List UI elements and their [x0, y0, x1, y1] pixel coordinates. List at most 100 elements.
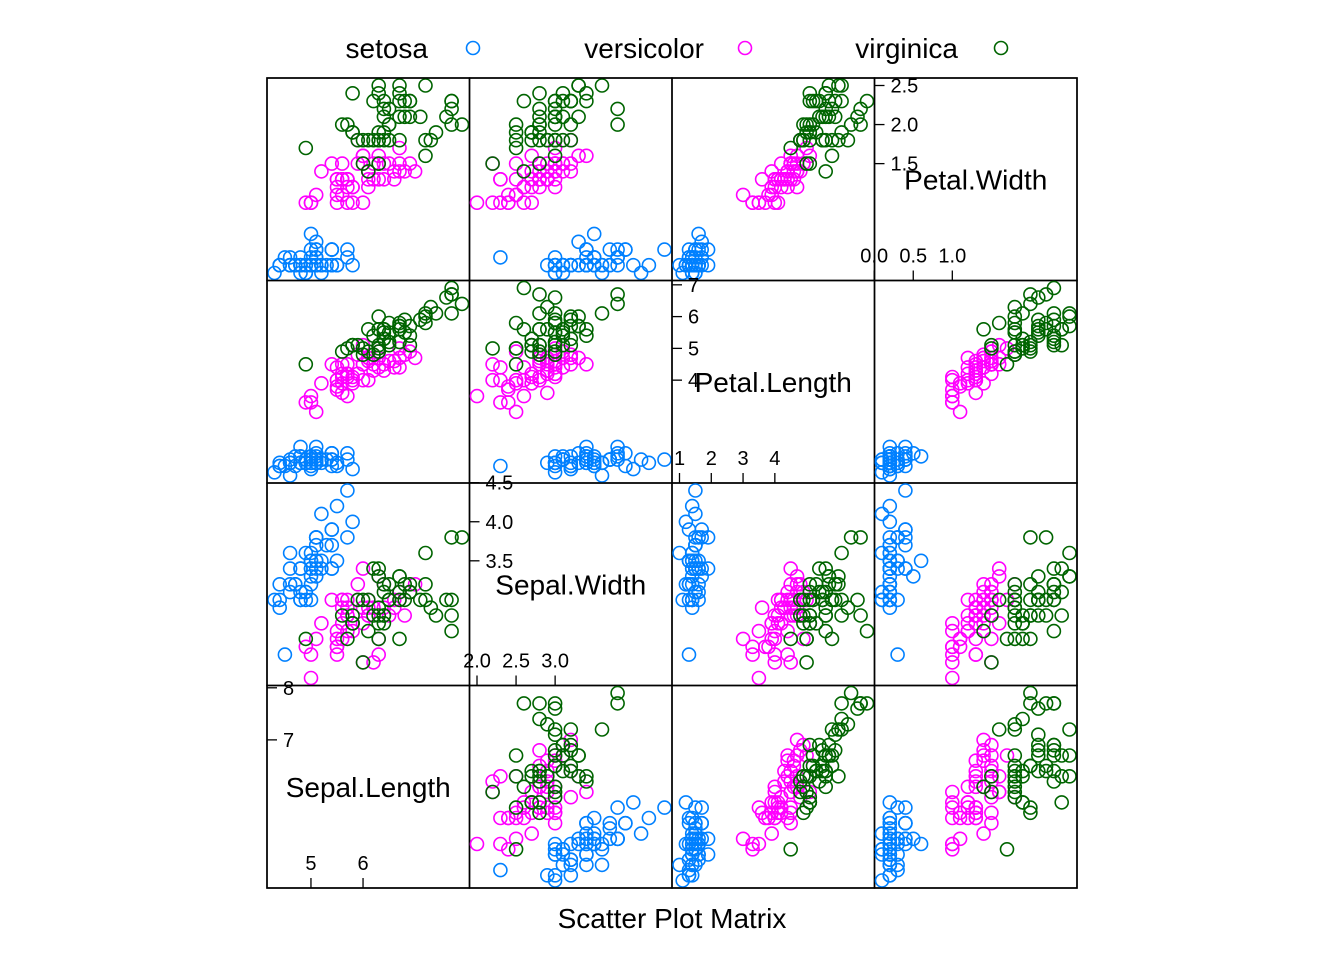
scatter-point-virginica [508, 341, 524, 356]
scatter-point-setosa [493, 458, 508, 474]
scatter-point-versicolor [508, 187, 524, 203]
scatter-point-virginica [439, 592, 454, 608]
scatter-point-versicolor [329, 631, 345, 647]
scatter-point-setosa [610, 250, 625, 265]
scatter-point-versicolor [968, 779, 984, 795]
scatter-point-versicolor [539, 774, 555, 789]
scatter-point-virginica [532, 774, 547, 789]
scatter-point-virginica [547, 701, 563, 716]
scatter-point-virginica [1007, 337, 1023, 353]
scatter-point-setosa [684, 857, 700, 873]
scatter-point-versicolor [991, 569, 1007, 584]
scatter-point-setosa [586, 458, 602, 474]
scatter-point-versicolor [952, 639, 968, 655]
scatter-point-virginica [579, 93, 594, 109]
scatter-point-setosa [563, 455, 579, 471]
diagonal-tick-label: 2.5 [891, 76, 919, 98]
scatter-point-setosa [882, 455, 898, 471]
scatter-point-virginica [1023, 296, 1038, 312]
scatter-point-setosa [681, 647, 697, 662]
scatter-point-virginica [423, 132, 439, 148]
scatter-point-versicolor [485, 356, 500, 372]
scatter-point-setosa [267, 265, 282, 281]
scatter-point-setosa [684, 576, 700, 592]
scatter-point-versicolor [792, 576, 808, 592]
scatter-point-setosa [282, 455, 298, 471]
scatter-point-virginica [818, 608, 834, 623]
scatter-point-virginica [539, 132, 555, 148]
scatter-point-virginica [334, 344, 350, 359]
scatter-point-versicolor [376, 156, 392, 171]
scatter-point-setosa [293, 455, 308, 471]
scatter-point-versicolor [555, 164, 571, 179]
scatter-point-setosa [571, 836, 586, 852]
scatter-point-setosa [898, 530, 913, 545]
scatter-point-setosa [898, 537, 913, 553]
scatter-point-versicolor [968, 774, 984, 789]
scatter-point-virginica [984, 784, 999, 800]
scatter-point-virginica [532, 117, 547, 132]
scatter-point-versicolor [991, 784, 1007, 800]
scatter-point-virginica [366, 328, 381, 344]
scatter-point-virginica [859, 696, 875, 711]
scatter-point-virginica [547, 742, 563, 758]
scatter-point-virginica [571, 78, 586, 93]
scatter-point-virginica [532, 101, 547, 117]
scatter-point-virginica [1015, 615, 1030, 631]
matrix-frame [266, 77, 1078, 889]
scatter-point-virginica [1023, 576, 1038, 592]
scatter-point-virginica [563, 337, 579, 353]
scatter-point-virginica [547, 784, 563, 800]
scatter-point-versicolor [944, 388, 960, 404]
scatter-point-setosa [293, 257, 308, 273]
scatter-point-versicolor [757, 639, 773, 655]
scatter-point-versicolor [735, 631, 751, 647]
scatter-point-virginica [594, 306, 610, 321]
scatter-point-versicolor [329, 623, 345, 639]
scatter-point-virginica [1007, 784, 1023, 800]
scatter-point-setosa [610, 831, 625, 847]
scatter-point-setosa [874, 847, 890, 862]
scatter-point-versicolor [991, 768, 1007, 784]
scatter-point-setosa [657, 800, 672, 815]
scatter-point-setosa [625, 461, 641, 477]
scatter-point-setosa [882, 514, 898, 530]
scatter-point-setosa [633, 265, 649, 281]
scatter-point-versicolor [355, 561, 371, 576]
scatter-point-virginica [428, 306, 444, 321]
scatter-point-versicolor [555, 156, 571, 171]
scatter-point-virginica [1038, 592, 1054, 608]
scatter-point-virginica [1038, 696, 1054, 711]
scatter-point-virginica [1054, 748, 1069, 763]
scatter-point-virginica [524, 768, 540, 784]
scatter-point-versicolor [360, 608, 376, 623]
scatter-point-virginica [1015, 631, 1030, 647]
scatter-point-setosa [874, 841, 890, 857]
scatter-point-virginica [976, 321, 991, 337]
scatter-point-virginica [859, 93, 875, 109]
scatter-point-versicolor [976, 576, 991, 592]
scatter-point-virginica [1031, 742, 1046, 758]
scatter-point-setosa [547, 867, 563, 883]
scatter-point-virginica [547, 148, 563, 164]
scatter-point-versicolor [524, 179, 540, 195]
scatter-point-setosa [308, 242, 324, 257]
scatter-point-setosa [340, 530, 355, 545]
scatter-point-versicolor [532, 179, 547, 195]
scatter-point-virginica [508, 356, 524, 372]
scatter-point-versicolor [350, 156, 366, 171]
scatter-point-virginica [298, 140, 314, 156]
scatter-point-setosa [272, 257, 288, 273]
scatter-point-setosa [298, 592, 314, 608]
scatter-point-virginica [792, 608, 808, 623]
scatter-point-versicolor [381, 608, 397, 623]
scatter-point-setosa [308, 561, 324, 576]
scatter-point-setosa [277, 647, 293, 662]
diagonal-tick-label: 4 [688, 370, 699, 392]
legend-marker-setosa [465, 40, 481, 56]
scatter-point-setosa [303, 226, 319, 242]
scatter-point-setosa [602, 831, 618, 847]
scatter-point-virginica [423, 600, 439, 616]
scatter-point-setosa [898, 815, 913, 831]
scatter-point-virginica [1046, 584, 1062, 600]
